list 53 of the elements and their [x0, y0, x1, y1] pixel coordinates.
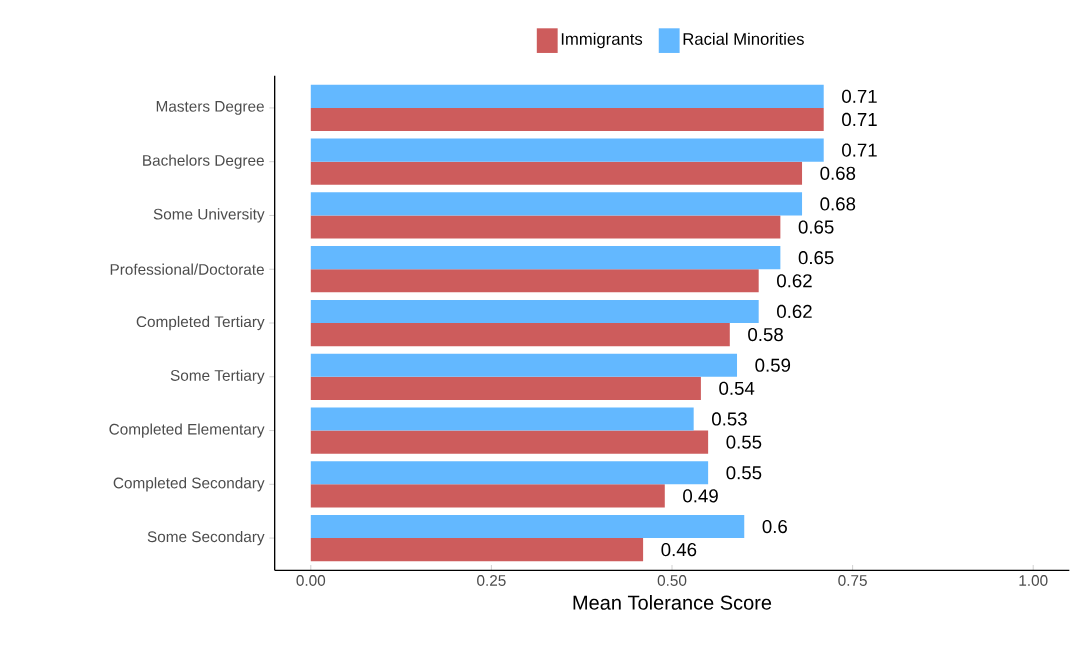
bar: [310, 84, 824, 108]
bar: [310, 299, 759, 324]
bar: [310, 215, 781, 239]
bar: [310, 161, 803, 185]
bar: [310, 514, 745, 539]
bar: [310, 246, 781, 270]
y-tick-label: Bachelors Degree: [143, 154, 264, 169]
legend-label: Immigrants: [561, 32, 643, 49]
bar: [310, 269, 759, 293]
data-label: 0.55: [726, 435, 762, 449]
y-tick-label: Professional/Doctorate: [110, 263, 264, 275]
x-tick-label: 0.75: [838, 575, 867, 586]
bar: [310, 461, 709, 485]
x-tick-label: 1.00: [1019, 575, 1048, 586]
bar: [310, 138, 824, 162]
data-label: 0.59: [755, 358, 791, 372]
data-label: 0.49: [683, 489, 718, 503]
bar: [310, 538, 644, 562]
bar: [310, 323, 730, 347]
y-tick-label: Some Secondary: [147, 530, 265, 546]
data-label: 0.71: [842, 112, 877, 127]
bar: [310, 192, 803, 216]
data-label: 0.58: [748, 327, 783, 342]
y-tick-label: Masters Degree: [156, 101, 264, 115]
data-label: 0.65: [798, 251, 834, 265]
data-label: 0.68: [820, 197, 856, 211]
legend-label: Racial Minorities: [683, 32, 804, 45]
x-tick-label: 0.00: [296, 575, 326, 586]
bar: [310, 430, 709, 454]
data-label: 0.65: [798, 220, 834, 234]
y-tick-label: Completed Secondary: [113, 477, 265, 492]
x-tick-label: 0.50: [657, 575, 687, 586]
x-axis-title: Mean Tolerance Score: [573, 595, 772, 610]
data-label: 0.46: [661, 543, 697, 557]
x-tick-label: 0.25: [477, 575, 506, 586]
bar: [310, 107, 824, 132]
bar: [310, 407, 694, 431]
y-tick-label: Some University: [153, 208, 265, 223]
bar: [310, 353, 738, 377]
data-label: 0.62: [777, 274, 812, 288]
data-label: 0.68: [820, 166, 856, 180]
data-label: 0.55: [726, 466, 762, 480]
y-tick-label: Completed Elementary: [109, 423, 265, 438]
data-label: 0.6: [762, 519, 787, 534]
y-tick-label: Some Tertiary: [170, 369, 265, 384]
data-label: 0.71: [842, 143, 877, 157]
bar: [310, 484, 665, 508]
y-tick-label: Completed Tertiary: [136, 315, 265, 331]
data-label: 0.53: [712, 412, 747, 426]
data-label: 0.71: [842, 89, 877, 103]
bar: [310, 376, 701, 400]
data-label: 0.62: [777, 304, 812, 319]
data-label: 0.54: [719, 381, 755, 395]
